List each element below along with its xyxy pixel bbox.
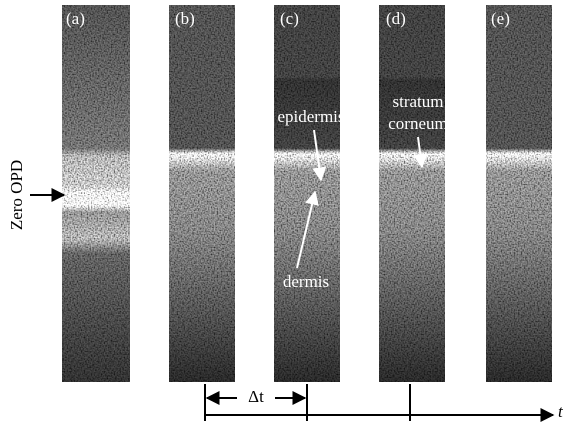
panel-label: (e) <box>491 9 510 28</box>
strip-e <box>486 5 552 382</box>
time-label: t <box>558 402 564 421</box>
strip-d <box>379 5 445 382</box>
delta-t-label: Δt <box>248 387 264 406</box>
zero-opd-label: Zero OPD <box>7 160 26 230</box>
stratum-label: stratum <box>393 92 444 111</box>
dermis-arrow <box>296 190 319 269</box>
strip-a <box>62 5 130 382</box>
dermis-label: dermis <box>283 272 329 291</box>
corneum-label: corneum <box>388 114 447 133</box>
panel-label: (b) <box>175 9 195 28</box>
epidermis-label: epidermis <box>277 107 344 126</box>
strip-c <box>274 5 340 382</box>
panel-label: (d) <box>386 9 406 28</box>
panel-label: (a) <box>66 9 85 28</box>
epidermis-arrow <box>312 129 327 182</box>
time-axis <box>204 384 555 422</box>
stratum-arrow <box>413 136 428 169</box>
strip-b <box>169 5 235 382</box>
oct-strips <box>62 5 552 382</box>
panel-label: (c) <box>280 9 299 28</box>
